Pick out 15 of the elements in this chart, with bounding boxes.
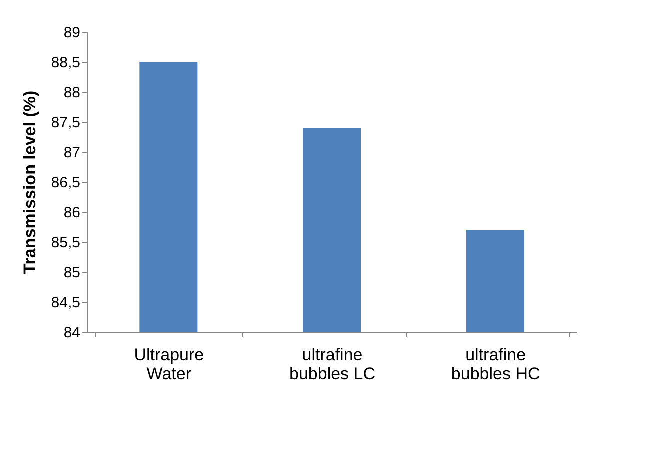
y-tick-label: 85 <box>64 264 80 282</box>
y-tick-label: 89 <box>64 24 80 42</box>
y-tick-label: 86,5 <box>51 174 80 192</box>
y-tick-label: 85,5 <box>51 234 80 252</box>
y-tick-label: 87,5 <box>51 114 80 132</box>
y-axis-title: Transmission level (%) <box>20 90 40 274</box>
y-tick-label: 84 <box>64 324 80 342</box>
x-tick-label: ultrafine bubbles LC <box>289 346 376 384</box>
y-tick-label: 87 <box>64 144 80 162</box>
x-tick-label: ultrafine bubbles HC <box>451 346 540 384</box>
y-tick-label: 88 <box>64 84 80 102</box>
x-tick-label: Ultrapure Water <box>134 346 204 384</box>
y-tick-label: 86 <box>64 204 80 222</box>
y-tick-label: 84,5 <box>51 294 80 312</box>
y-tick-label: 88,5 <box>51 54 80 72</box>
